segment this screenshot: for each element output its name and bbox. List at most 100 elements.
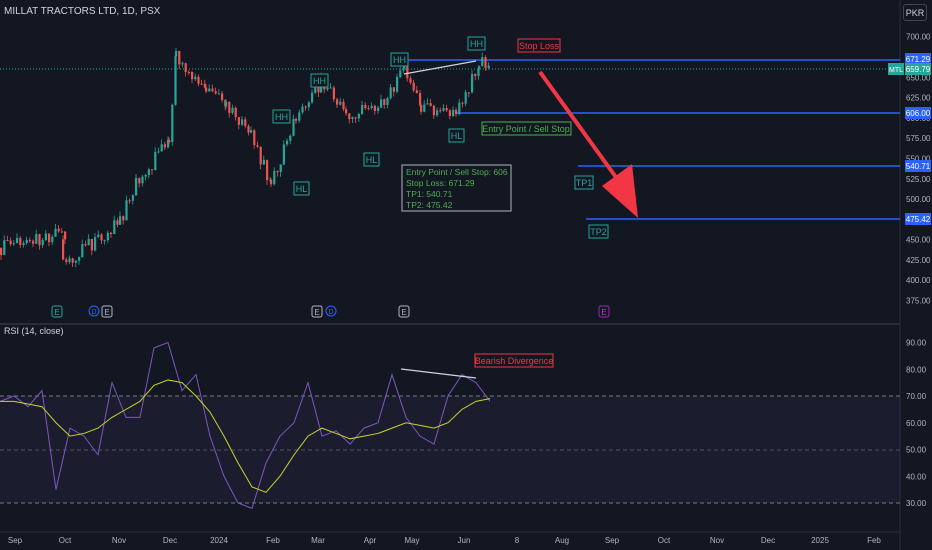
candle-body <box>329 87 332 89</box>
down-arrow[interactable] <box>538 70 638 218</box>
hh-trendline[interactable] <box>403 60 477 75</box>
event-marker-earnings[interactable]: E <box>311 305 323 318</box>
candle-body <box>455 109 458 115</box>
event-marker-dividend[interactable]: D <box>325 305 337 317</box>
time-axis[interactable]: Sep Oct Nov Dec 2024 Feb Mar Apr May Jun 8 Aug Sep Oc… <box>8 536 882 545</box>
candle-body <box>436 110 439 116</box>
currency-button[interactable]: PKR <box>903 4 927 21</box>
candle-body <box>116 220 119 225</box>
hh-label-4[interactable]: HH <box>467 36 486 51</box>
candle-body <box>420 105 423 112</box>
candle-body <box>292 118 295 136</box>
candle-body <box>178 50 181 65</box>
rsi-tick-label: 30.00 <box>906 499 927 508</box>
candle-body <box>217 93 220 95</box>
candle-body <box>151 169 154 171</box>
candle-body <box>301 106 304 113</box>
candle-body <box>64 231 67 240</box>
candle-body <box>380 99 383 108</box>
hl-label-1[interactable]: HL <box>293 181 310 196</box>
candle-body <box>377 107 380 111</box>
info-line-entry: Entry Point / Sell Stop: 606 <box>406 167 508 177</box>
candle-body <box>448 110 451 116</box>
rsi-axis[interactable]: 30.00 40.00 50.00 60.00 70.00 80.00 90.00 <box>906 339 927 509</box>
candle-body <box>478 66 481 69</box>
candle-body <box>141 176 144 184</box>
candle-body <box>452 109 455 116</box>
tp2-label[interactable]: TP2 <box>588 224 609 239</box>
svg-text:Stop Loss: Stop Loss <box>519 41 560 51</box>
price-tick-label: 575.00 <box>906 134 931 143</box>
event-marker-dividend[interactable]: D <box>88 305 100 317</box>
svg-text:D: D <box>328 309 333 316</box>
candle-body <box>396 76 399 92</box>
event-marker-earnings[interactable]: E <box>51 305 63 318</box>
candle-body <box>311 92 314 103</box>
hh-label-3[interactable]: HH <box>390 52 409 67</box>
price-tick-label: 450.00 <box>906 236 931 245</box>
candle-body <box>200 83 203 85</box>
svg-text:HL: HL <box>451 131 463 141</box>
candle-body <box>191 72 194 80</box>
candle-body <box>354 117 357 119</box>
candle-body <box>389 87 392 99</box>
candle-body <box>289 135 292 141</box>
candle-body <box>65 259 68 263</box>
bearish-divergence-label[interactable]: Bearish Divergence <box>474 353 554 368</box>
candle-body <box>326 87 329 90</box>
time-tick-label: Aug <box>555 536 569 545</box>
time-tick-label: Apr <box>364 536 377 545</box>
hh-label-2[interactable]: HH <box>310 73 329 88</box>
svg-text:E: E <box>601 308 606 317</box>
candle-body <box>256 145 259 147</box>
svg-text:HL: HL <box>296 184 308 194</box>
stop-loss-label[interactable]: Stop Loss <box>517 38 561 53</box>
candle-body <box>84 244 87 246</box>
rsi-title[interactable]: RSI (14, close) <box>4 326 64 336</box>
time-tick-label: Nov <box>710 536 724 545</box>
candle-body <box>87 238 90 246</box>
candle-body <box>57 228 60 232</box>
candle-body <box>262 159 265 165</box>
tp1-label[interactable]: TP1 <box>574 175 594 190</box>
event-markers[interactable]: E D E E D E E <box>51 305 610 318</box>
price-tick-label: 550.00 <box>906 154 931 163</box>
candle-body <box>487 65 490 68</box>
candle-body <box>184 63 187 72</box>
svg-text:E: E <box>314 308 319 317</box>
candle-body <box>409 78 412 83</box>
hl-label-2[interactable]: HL <box>363 152 380 167</box>
candle-body <box>221 93 224 101</box>
candle-body <box>474 74 477 77</box>
candle-body <box>214 91 217 94</box>
candle-body <box>481 57 484 67</box>
svg-text:HH: HH <box>313 76 326 86</box>
divergence-trendline[interactable] <box>400 368 477 379</box>
candle-body <box>259 146 262 165</box>
event-marker-earnings-upcoming[interactable]: E <box>598 305 610 318</box>
candle-body <box>286 140 289 145</box>
svg-text:E: E <box>104 308 109 317</box>
entry-price-tag <box>905 107 931 119</box>
candle-body <box>461 102 464 104</box>
entry-price-label: 606.00 <box>906 109 931 118</box>
hl-label-3[interactable]: HL <box>448 128 465 143</box>
event-marker-earnings[interactable]: E <box>398 305 410 318</box>
trade-info-box[interactable]: Entry Point / Sell Stop: 606 Stop Loss: … <box>401 164 512 212</box>
candle-body <box>28 239 31 241</box>
rsi-tick-label: 90.00 <box>906 339 927 348</box>
candle-body <box>168 139 171 143</box>
svg-text:HH: HH <box>470 39 483 49</box>
candle-body <box>295 118 298 121</box>
price-tick-label: 525.00 <box>906 175 931 184</box>
last-price-label: 659.79 <box>906 65 931 74</box>
event-marker-earnings[interactable]: E <box>101 305 113 318</box>
candle-body <box>0 247 3 256</box>
pane-separator[interactable] <box>0 323 900 325</box>
candle-body <box>364 105 367 109</box>
tp2-price-tag <box>905 213 931 225</box>
entry-point-label[interactable]: Entry Point / Sell Stop <box>481 121 572 136</box>
hh-label-1[interactable]: HH <box>272 109 291 124</box>
candle-body <box>445 108 448 111</box>
